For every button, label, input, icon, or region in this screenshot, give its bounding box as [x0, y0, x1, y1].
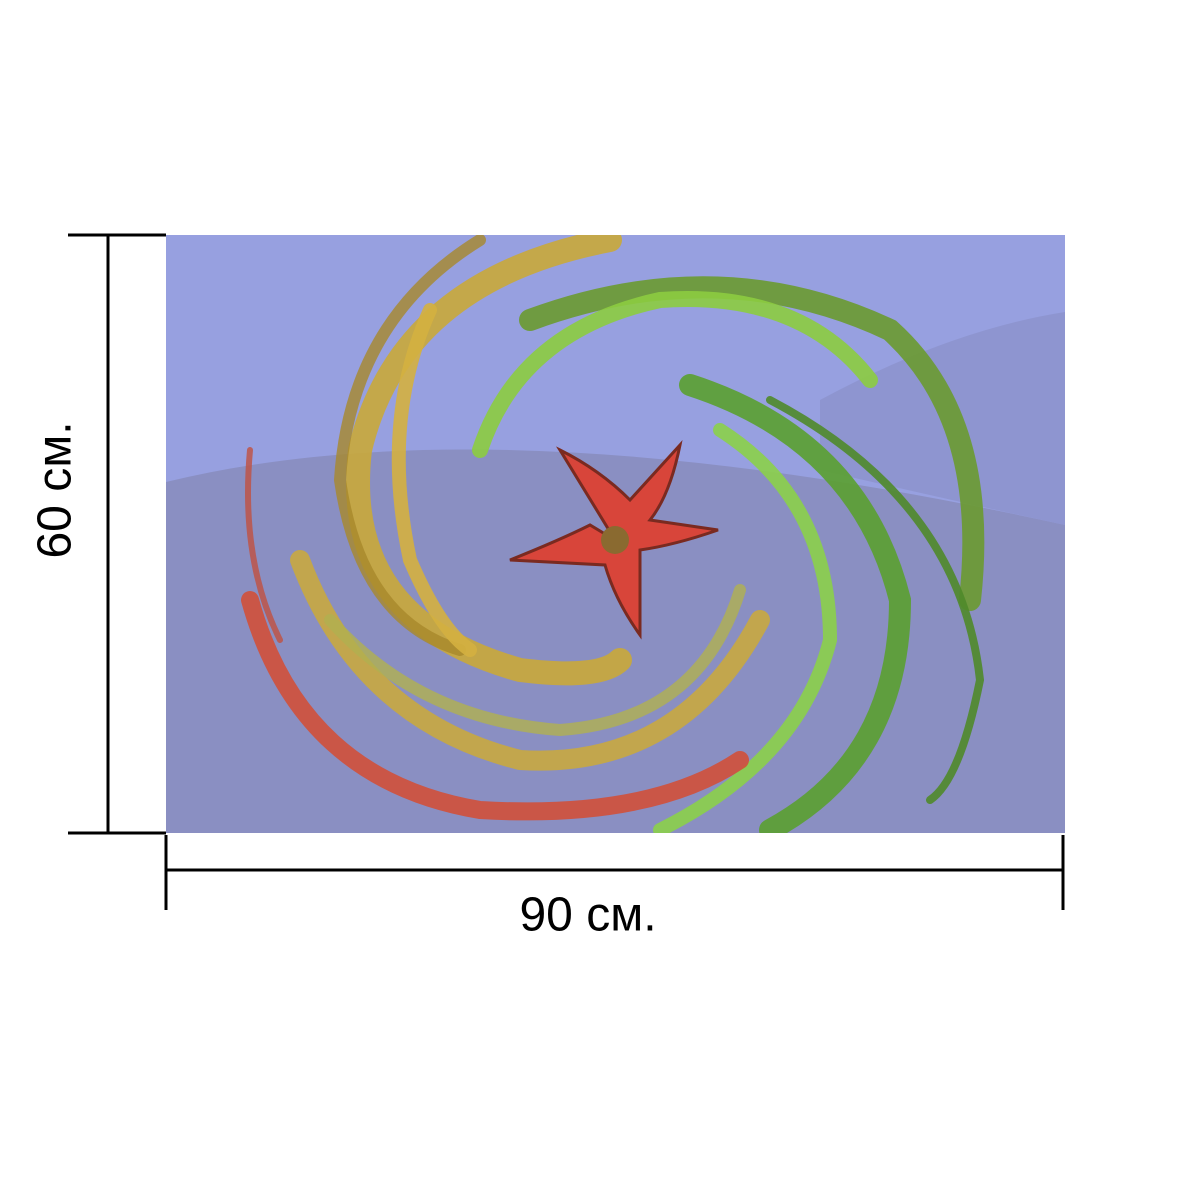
- width-label: 90 см.: [519, 889, 656, 942]
- swirl: [241, 235, 985, 833]
- width-dimension: [164, 835, 1065, 910]
- height-dimension: [68, 233, 166, 835]
- height-label: 60 см.: [29, 421, 82, 558]
- artwork: [166, 235, 1065, 833]
